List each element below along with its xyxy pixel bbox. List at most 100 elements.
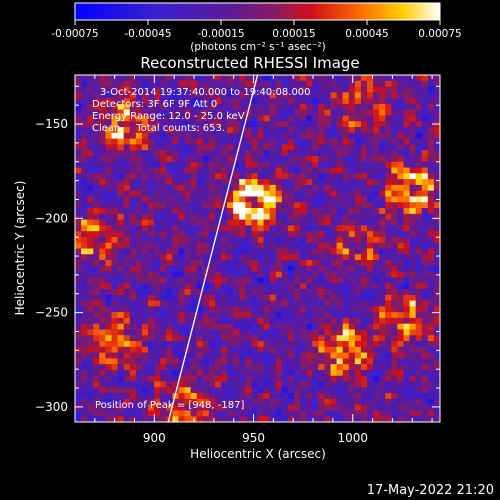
heatmap-cell: [99, 219, 106, 226]
heatmap-cell: [275, 375, 283, 382]
heatmap-cell: [379, 121, 386, 128]
heatmap-cell: [221, 381, 228, 388]
heatmap-cell: [202, 155, 210, 163]
heatmap-cell: [360, 317, 368, 325]
heatmap-cell: [251, 179, 258, 186]
heatmap-cell: [427, 346, 435, 353]
heatmap-cell: [117, 132, 125, 140]
heatmap-cell: [348, 387, 356, 394]
heatmap-cell: [105, 352, 112, 359]
heatmap-cell: [245, 155, 252, 163]
heatmap-cell: [281, 75, 289, 82]
heatmap-cell: [330, 283, 337, 290]
heatmap-cell: [154, 109, 161, 116]
heatmap-cell: [208, 387, 216, 394]
heatmap-cell: [202, 387, 210, 394]
heatmap-cell: [184, 294, 191, 301]
heatmap-cell: [99, 144, 106, 151]
heatmap-cell: [214, 416, 222, 422]
heatmap-cell: [202, 398, 210, 406]
heatmap-cell: [324, 288, 331, 296]
heatmap-cell: [111, 98, 118, 105]
heatmap-cell: [208, 236, 216, 244]
heatmap-cell: [330, 75, 337, 82]
heatmap-cell: [403, 306, 410, 313]
heatmap-cell: [263, 115, 271, 122]
heatmap-cell: [239, 196, 246, 203]
heatmap-cell: [117, 329, 125, 336]
heatmap-cell: [123, 109, 131, 116]
heatmap-cell: [214, 231, 222, 238]
heatmap-cell: [294, 317, 301, 325]
heatmap-cell: [105, 225, 112, 232]
heatmap-cell: [214, 248, 222, 255]
heatmap-cell: [421, 80, 429, 87]
heatmap-cell: [257, 335, 264, 342]
heatmap-cell: [336, 288, 344, 296]
heatmap-cell: [251, 86, 258, 93]
heatmap-cell: [263, 184, 271, 192]
heatmap-cell: [415, 317, 423, 325]
heatmap-cell: [166, 335, 173, 342]
heatmap-cell: [275, 161, 283, 168]
heatmap-cell: [385, 387, 392, 394]
heatmap-cell: [239, 317, 246, 325]
heatmap-cell: [233, 410, 240, 417]
heatmap-cell: [214, 150, 222, 157]
heatmap-cell: [87, 260, 94, 267]
heatmap-cell: [87, 132, 94, 140]
heatmap-cell: [367, 184, 374, 192]
heatmap-cell: [354, 179, 362, 186]
heatmap-cell: [324, 369, 331, 377]
heatmap-cell: [178, 190, 185, 197]
heatmap-cell: [75, 375, 82, 382]
heatmap-cell: [166, 75, 173, 82]
heatmap-cell: [312, 335, 319, 342]
heatmap-cell: [221, 155, 228, 163]
heatmap-cell: [93, 369, 100, 377]
heatmap-cell: [75, 75, 82, 82]
heatmap-cell: [129, 132, 137, 140]
heatmap-cell: [336, 236, 344, 244]
heatmap-cell: [318, 150, 325, 157]
heatmap-cell: [427, 248, 435, 255]
heatmap-cell: [214, 329, 222, 336]
heatmap-cell: [385, 242, 392, 249]
heatmap-cell: [141, 190, 149, 197]
heatmap-cell: [239, 144, 246, 151]
heatmap-cell: [221, 132, 228, 140]
heatmap-cell: [421, 294, 429, 301]
heatmap-cell: [202, 323, 210, 330]
heatmap-cell: [403, 335, 410, 342]
heatmap-cell: [166, 219, 173, 226]
heatmap-cell: [348, 144, 356, 151]
heatmap-cell: [421, 202, 429, 209]
heatmap-cell: [233, 398, 240, 406]
heatmap-cell: [202, 138, 210, 145]
heatmap-cell: [148, 358, 155, 365]
heatmap-cell: [141, 416, 149, 422]
heatmap-cell: [433, 144, 440, 151]
heatmap-cell: [117, 121, 125, 128]
heatmap-cell: [397, 404, 404, 411]
heatmap-cell: [208, 109, 216, 116]
heatmap-cell: [202, 358, 210, 365]
heatmap-cell: [239, 109, 246, 116]
heatmap-cell: [427, 231, 435, 238]
heatmap-cell: [354, 300, 362, 307]
heatmap-cell: [233, 369, 240, 377]
heatmap-cell: [342, 404, 350, 411]
heatmap-cell: [81, 103, 88, 111]
heatmap-cell: [148, 144, 155, 151]
heatmap-cell: [433, 173, 440, 180]
heatmap-cell: [141, 167, 149, 174]
heatmap-cell: [415, 369, 423, 377]
heatmap-cell: [166, 161, 173, 168]
heatmap-cell: [105, 138, 112, 145]
heatmap-cell: [403, 248, 410, 255]
heatmap-cell: [172, 167, 179, 174]
heatmap-cell: [385, 300, 392, 307]
heatmap-cell: [166, 144, 173, 151]
heatmap-cell: [172, 138, 179, 145]
heatmap-cell: [184, 121, 191, 128]
